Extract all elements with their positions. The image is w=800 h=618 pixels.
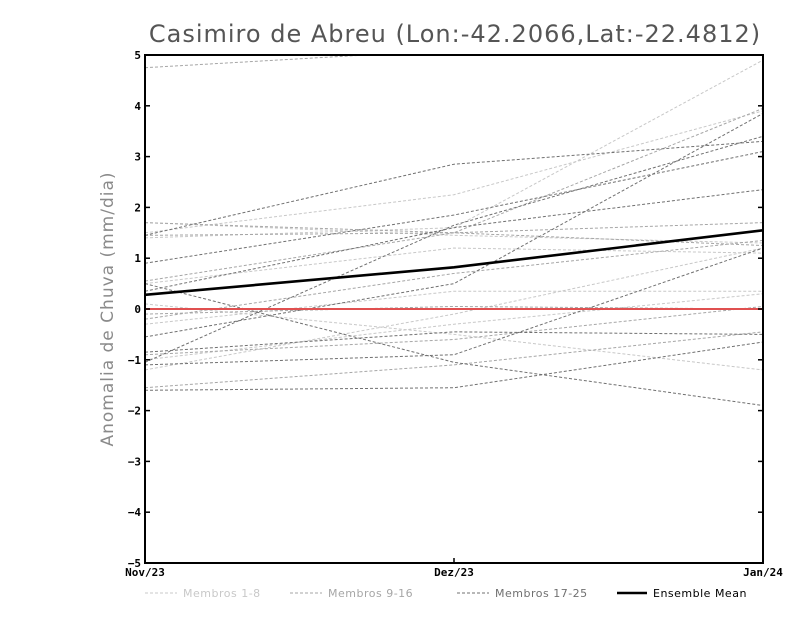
member-line-group2-7: [145, 222, 763, 236]
y-axis-ticks: −5 −4 −3 −2 −1 0 1 2 3 4 5: [128, 49, 763, 570]
y-tick-label: 5: [134, 49, 141, 62]
x-tick-label: Dez/23: [434, 566, 474, 579]
x-axis-ticks: Nov/23 Dez/23 Jan/24: [125, 558, 783, 579]
y-tick-label: 0: [134, 303, 141, 316]
member-line-group3-4: [145, 135, 763, 363]
member-line-group3-6: [145, 247, 763, 366]
member-line-group3-1: [145, 140, 763, 236]
x-tick-label: Jan/24: [743, 566, 783, 579]
ensemble-mean-line: [145, 228, 763, 297]
y-tick-label: −5: [128, 557, 141, 570]
legend: Membros 1-8 Membros 9-16 Membros 17-25 Ense…: [145, 587, 747, 600]
y-tick-label: −1: [128, 354, 142, 367]
y-axis-label: Anomalia de Chuva (mm/dia): [98, 171, 118, 446]
y-tick-label: 1: [134, 252, 141, 265]
y-tick-label: 4: [134, 100, 141, 113]
member-line-group1-1: [145, 110, 763, 234]
member-line-group2-8: [145, 239, 763, 320]
y-tick-label: −4: [128, 506, 142, 519]
ensemble-mean-layer: [145, 228, 763, 297]
series-layer: [145, 55, 763, 407]
y-tick-label: −2: [128, 405, 141, 418]
member-line-group3-5: [145, 283, 763, 407]
member-line-group1-6: [145, 293, 763, 361]
member-line-group1-7: [145, 303, 763, 371]
x-tick-label: Nov/23: [125, 566, 165, 579]
member-line-group1-5: [145, 290, 763, 325]
member-line-group1-3: [145, 247, 763, 285]
member-line-group2-2: [145, 232, 763, 282]
member-line-group1-2: [145, 59, 763, 239]
legend-label: Membros 9-16: [328, 587, 413, 600]
member-line-group3-7: [145, 341, 763, 391]
y-tick-label: 2: [134, 201, 141, 214]
member-line-group1-4: [145, 222, 763, 244]
member-line-group3-9: [145, 331, 763, 353]
member-line-group3-3: [145, 112, 763, 338]
legend-label: Membros 1-8: [183, 587, 261, 600]
chart-title: Casimiro de Abreu (Lon:-42.2066,Lat:-22.…: [149, 20, 761, 48]
member-line-group3-2: [145, 151, 763, 264]
legend-label: Membros 17-25: [495, 587, 588, 600]
y-tick-label: 3: [134, 151, 141, 164]
member-line-group2-4: [145, 331, 763, 389]
legend-label: Ensemble Mean: [653, 587, 747, 600]
member-line-group3-8: [145, 189, 763, 292]
y-tick-label: −3: [128, 455, 141, 468]
member-line-group2-1: [145, 107, 763, 234]
member-line-group2-3: [145, 305, 763, 356]
